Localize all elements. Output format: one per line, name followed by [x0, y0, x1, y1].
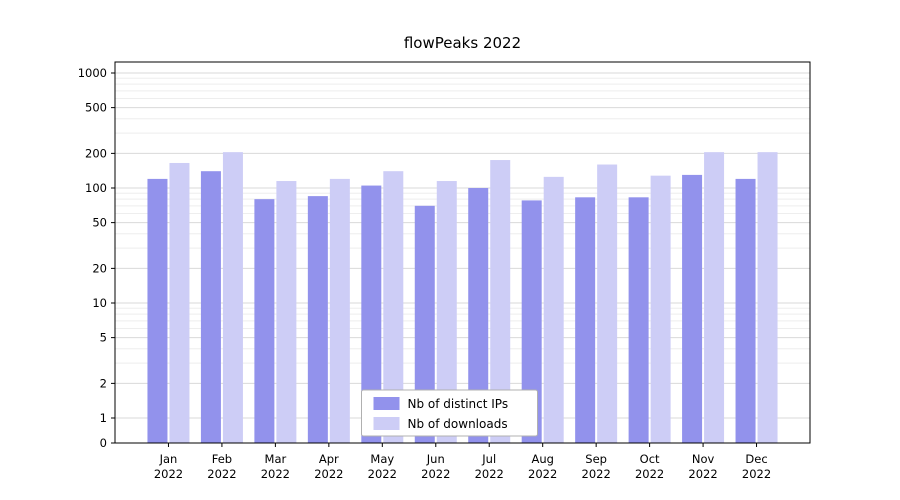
- bar-distinct-ips-feb: [200, 171, 221, 443]
- bar-distinct-ips-jul: [468, 188, 489, 443]
- x-tick-label-month: Jul: [481, 452, 496, 466]
- bar-downloads-aug: [543, 176, 564, 443]
- bar-downloads-nov: [704, 152, 725, 443]
- bar-downloads-apr: [329, 178, 350, 443]
- x-tick-label-month: Aug: [531, 452, 553, 466]
- x-tick-label-month: Mar: [265, 452, 287, 466]
- y-tick-label: 1000: [78, 66, 107, 80]
- x-tick-label-month: Jan: [159, 452, 178, 466]
- x-tick-label-year: 2022: [154, 467, 183, 481]
- x-tick-label-year: 2022: [207, 467, 236, 481]
- y-tick-label: 200: [85, 146, 107, 160]
- x-tick-label-month: Nov: [692, 452, 715, 466]
- x-tick-label-month: May: [370, 452, 394, 466]
- legend-swatch: [373, 397, 400, 410]
- x-tick-label-year: 2022: [261, 467, 290, 481]
- bar-downloads-sep: [597, 164, 618, 444]
- x-tick-label-year: 2022: [314, 467, 343, 481]
- x-tick-label-month: Sep: [585, 452, 607, 466]
- legend-swatch: [373, 417, 400, 430]
- x-tick-label-year: 2022: [528, 467, 557, 481]
- bar-distinct-ips-may: [361, 185, 382, 443]
- x-tick-label-month: Oct: [640, 452, 660, 466]
- y-tick-label: 20: [92, 261, 107, 275]
- bar-downloads-jan: [169, 162, 190, 443]
- x-tick-label-year: 2022: [742, 467, 771, 481]
- bar-distinct-ips-jun: [414, 205, 435, 443]
- bar-distinct-ips-nov: [682, 174, 703, 443]
- legend-label: Nb of downloads: [408, 417, 508, 431]
- x-tick-label-year: 2022: [475, 467, 504, 481]
- legend-box: [361, 389, 538, 437]
- y-tick-label: 5: [100, 331, 107, 345]
- y-tick-label: 500: [85, 101, 107, 115]
- bar-distinct-ips-sep: [575, 197, 596, 443]
- bar-downloads-oct: [650, 175, 671, 444]
- x-tick-label-year: 2022: [582, 467, 611, 481]
- x-tick-label-year: 2022: [421, 467, 450, 481]
- y-tick-label: 100: [85, 181, 107, 195]
- bar-downloads-jun: [436, 181, 457, 443]
- bar-distinct-ips-mar: [254, 199, 275, 443]
- x-tick-label-month: Apr: [319, 452, 339, 466]
- x-tick-label-month: Jun: [426, 452, 445, 466]
- bar-distinct-ips-dec: [735, 178, 756, 443]
- legend-label: Nb of distinct IPs: [408, 397, 509, 411]
- bar-downloads-may: [383, 171, 404, 443]
- bar-distinct-ips-aug: [521, 200, 542, 443]
- y-tick-label: 0: [100, 436, 107, 450]
- x-tick-label-month: Dec: [745, 452, 767, 466]
- y-tick-label: 10: [92, 296, 107, 310]
- bar-downloads-feb: [222, 152, 243, 443]
- y-tick-label: 2: [100, 376, 107, 390]
- bar-downloads-dec: [757, 152, 778, 443]
- chart-title: flowPeaks 2022: [403, 34, 522, 52]
- bar-distinct-ips-oct: [628, 197, 649, 443]
- bar-downloads-jul: [490, 160, 511, 443]
- bar-distinct-ips-apr: [307, 196, 328, 443]
- y-tick-label: 50: [92, 216, 107, 230]
- bar-distinct-ips-jan: [147, 178, 168, 443]
- x-tick-label-year: 2022: [368, 467, 397, 481]
- y-tick-label: 1: [100, 411, 107, 425]
- x-tick-label-month: Feb: [212, 452, 232, 466]
- plot-border: [114, 61, 811, 444]
- x-tick-label-year: 2022: [688, 467, 717, 481]
- x-tick-label-year: 2022: [635, 467, 664, 481]
- bar-downloads-mar: [276, 181, 297, 443]
